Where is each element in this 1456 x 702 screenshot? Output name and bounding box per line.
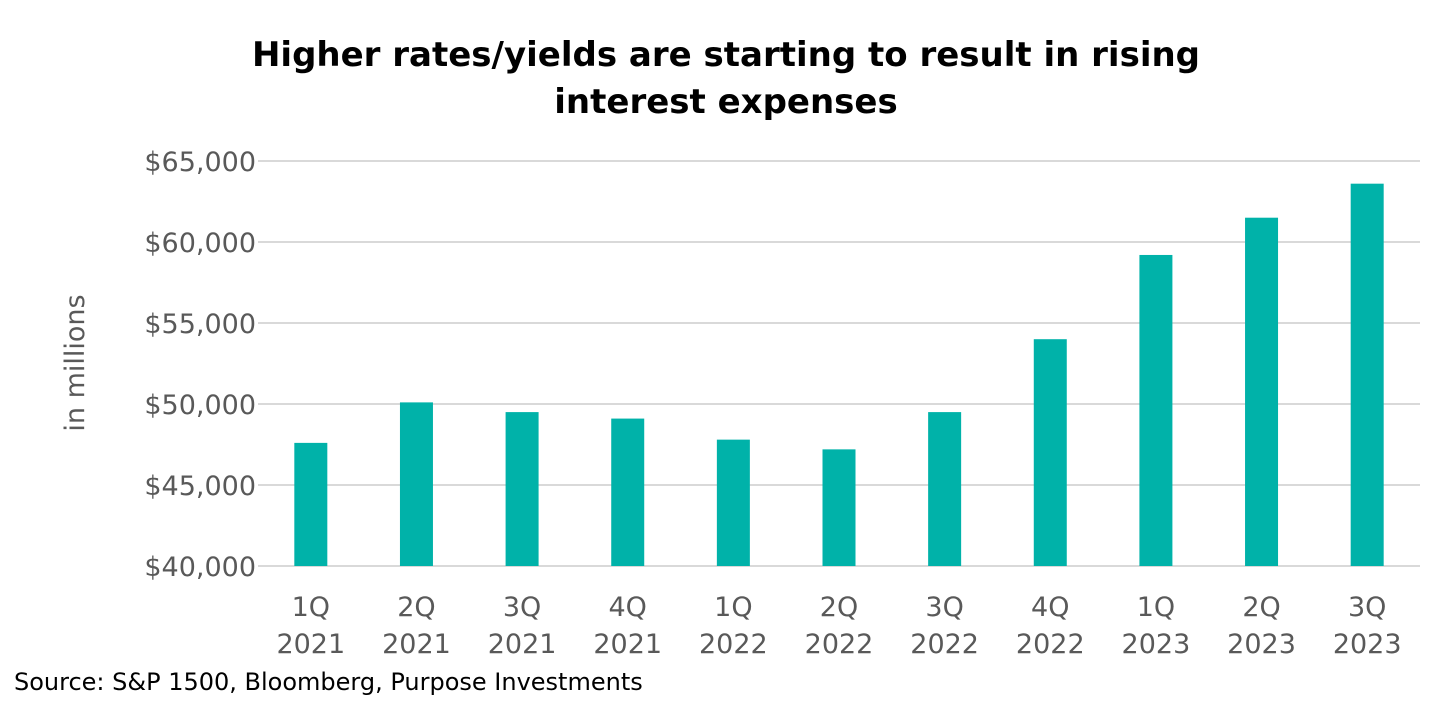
chart-title-line: interest expenses <box>554 82 897 122</box>
y-tick-label: $55,000 <box>144 309 256 340</box>
x-tick-label-quarter: 1Q <box>292 592 330 623</box>
bar <box>822 449 856 566</box>
x-tick-label-year: 2023 <box>1333 629 1402 660</box>
x-tick-label-year: 2021 <box>382 629 451 660</box>
x-tick-label-quarter: 3Q <box>503 592 541 623</box>
chart-title-line: Higher rates/yields are starting to resu… <box>252 35 1200 75</box>
x-tick-label-quarter: 3Q <box>1348 592 1386 623</box>
x-tick-label-year: 2021 <box>488 629 557 660</box>
x-axis-ticks: 1Q 2021 2Q 2021 3Q 2021 4Q 2021 1Q 2022 2Q 2022 3Q 20… <box>276 592 1401 660</box>
bar <box>1033 339 1067 566</box>
x-tick-label-year: 2021 <box>593 629 662 660</box>
bar <box>1139 254 1173 566</box>
y-tick-label: $40,000 <box>144 552 256 583</box>
x-tick-label-quarter: 2Q <box>397 592 435 623</box>
chart-title: Higher rates/yields are starting to resu… <box>252 35 1200 122</box>
bar <box>928 412 962 566</box>
source-note: Source: S&P 1500, Bloomberg, Purpose Inv… <box>14 668 643 696</box>
y-tick-label: $60,000 <box>144 228 256 259</box>
x-tick-label-quarter: 2Q <box>820 592 858 623</box>
y-tick-label: $45,000 <box>144 471 256 502</box>
x-tick-label-quarter: 4Q <box>1031 592 1069 623</box>
x-tick-label-quarter: 1Q <box>1137 592 1175 623</box>
gridlines <box>258 160 1420 567</box>
x-tick-label-quarter: 3Q <box>925 592 963 623</box>
x-tick-label-quarter: 2Q <box>1242 592 1280 623</box>
bar <box>716 439 750 566</box>
x-tick-label-quarter: 4Q <box>609 592 647 623</box>
x-tick-label-year: 2021 <box>276 629 345 660</box>
y-axis-label: in millions <box>60 294 91 431</box>
bar <box>505 412 539 566</box>
x-tick-label-year: 2022 <box>910 629 979 660</box>
bar <box>611 418 645 566</box>
y-axis-ticks: $40,000 $45,000 $50,000 $55,000 $60,000 $65,0… <box>144 147 256 583</box>
bar <box>1245 217 1279 566</box>
bars <box>294 183 1384 566</box>
x-tick-label-year: 2023 <box>1122 629 1191 660</box>
bar <box>1350 183 1384 566</box>
y-axis-label-group: in millions <box>60 294 91 431</box>
x-tick-label-year: 2022 <box>699 629 768 660</box>
y-tick-label: $65,000 <box>144 147 256 178</box>
x-tick-label-quarter: 1Q <box>714 592 752 623</box>
y-tick-label: $50,000 <box>144 390 256 421</box>
bar <box>294 442 328 566</box>
x-tick-label-year: 2023 <box>1227 629 1296 660</box>
x-tick-label-year: 2022 <box>1016 629 1085 660</box>
x-tick-label-year: 2022 <box>805 629 874 660</box>
bar <box>399 402 433 566</box>
